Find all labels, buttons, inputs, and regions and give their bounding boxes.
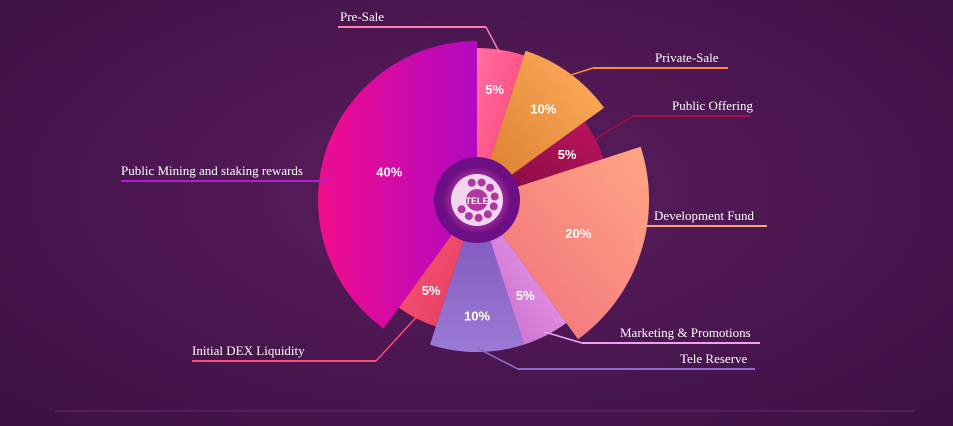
percent-label: 40% <box>376 165 402 180</box>
percent-label: 5% <box>485 82 504 97</box>
percent-label: 5% <box>422 283 441 298</box>
slice-label: Pre-Sale <box>340 9 384 24</box>
leader-line <box>476 347 519 370</box>
leader-lines <box>121 26 767 370</box>
percent-labels: 5% 10% 5% 20% 5% 10% 5% 40% <box>376 82 592 324</box>
slice-label: Development Fund <box>654 208 755 223</box>
slice-private-sale <box>477 50 604 201</box>
percent-label: 5% <box>558 147 577 162</box>
percent-label: 5% <box>516 288 535 303</box>
percent-label: 10% <box>464 309 490 324</box>
slice-label: Initial DEX Liquidity <box>192 343 305 358</box>
slice-public-mining-and-staking-rewards <box>318 41 477 329</box>
percent-label: 20% <box>565 226 591 241</box>
slice-label: Public Offering <box>672 98 753 113</box>
leader-line <box>485 26 501 55</box>
percent-label: 10% <box>530 102 556 117</box>
leader-line <box>375 314 419 362</box>
slice-label: Public Mining and staking rewards <box>121 163 303 178</box>
slice-development-fund <box>477 146 650 340</box>
leader-line <box>543 331 583 344</box>
slice-label: Private-Sale <box>655 50 719 65</box>
slice-labels: Pre-Sale Private-Sale Public Offering Devel… <box>121 9 755 366</box>
leader-line <box>566 67 594 77</box>
leader-line <box>591 115 634 143</box>
slice-tele-reserve <box>430 200 524 353</box>
slice-label: Tele Reserve <box>680 351 748 366</box>
dial-icon <box>451 174 503 226</box>
center-label: TELE <box>465 196 488 206</box>
center-hub: TELE <box>434 157 520 243</box>
slice-label: Marketing & Promotions <box>620 325 751 340</box>
